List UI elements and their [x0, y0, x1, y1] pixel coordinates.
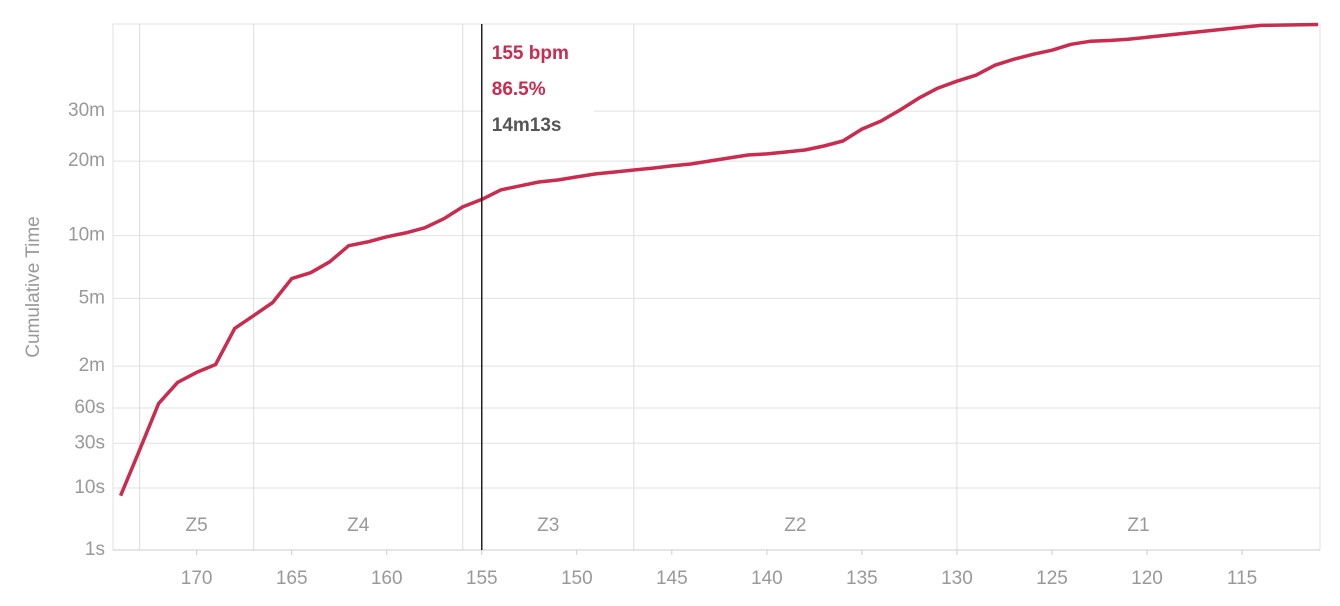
x-tick-label: 155 [466, 568, 498, 589]
x-tick-label: 150 [561, 568, 593, 589]
tooltip-bg [483, 30, 594, 144]
x-tick-label: 135 [846, 568, 878, 589]
y-tick-label: 60s [74, 397, 105, 418]
line [118, 22, 1319, 497]
zone-label: Z5 [186, 515, 208, 536]
zone-label: Z1 [1127, 515, 1149, 536]
y-tick-label: 30s [74, 432, 105, 453]
y-tick-label: 5m [79, 287, 105, 308]
cursor-label: 86.5% [492, 79, 546, 100]
cursor-label: 155 bpm [492, 43, 569, 64]
y-tick-label: 1s [85, 539, 105, 560]
y-tick-label: 10s [74, 477, 105, 498]
y-axis-label: Cumulative Time [23, 216, 44, 358]
zone-label: Z2 [784, 515, 806, 536]
zone-label: Z4 [347, 515, 370, 536]
x-tick-label: 125 [1036, 568, 1068, 589]
x-tick-label: 130 [941, 568, 973, 589]
y-tick-label: 2m [79, 355, 105, 376]
zone-label: Z3 [537, 515, 559, 536]
y-tick-label: 10m [68, 225, 105, 246]
cursor-label: 14m13s [492, 115, 562, 136]
x-tick-label: 115 [1227, 568, 1257, 589]
x-tick-label: 170 [181, 568, 213, 589]
y-tick-label: 30m [68, 100, 105, 121]
y-tick-label: 20m [68, 150, 105, 171]
x-tick-label: 120 [1131, 568, 1163, 589]
x-tick-label: 160 [371, 568, 403, 589]
x-tick-label: 165 [276, 568, 308, 589]
plot-frame [112, 23, 1321, 551]
x-tick-label: 140 [751, 568, 783, 589]
x-tick-label: 145 [656, 568, 688, 589]
